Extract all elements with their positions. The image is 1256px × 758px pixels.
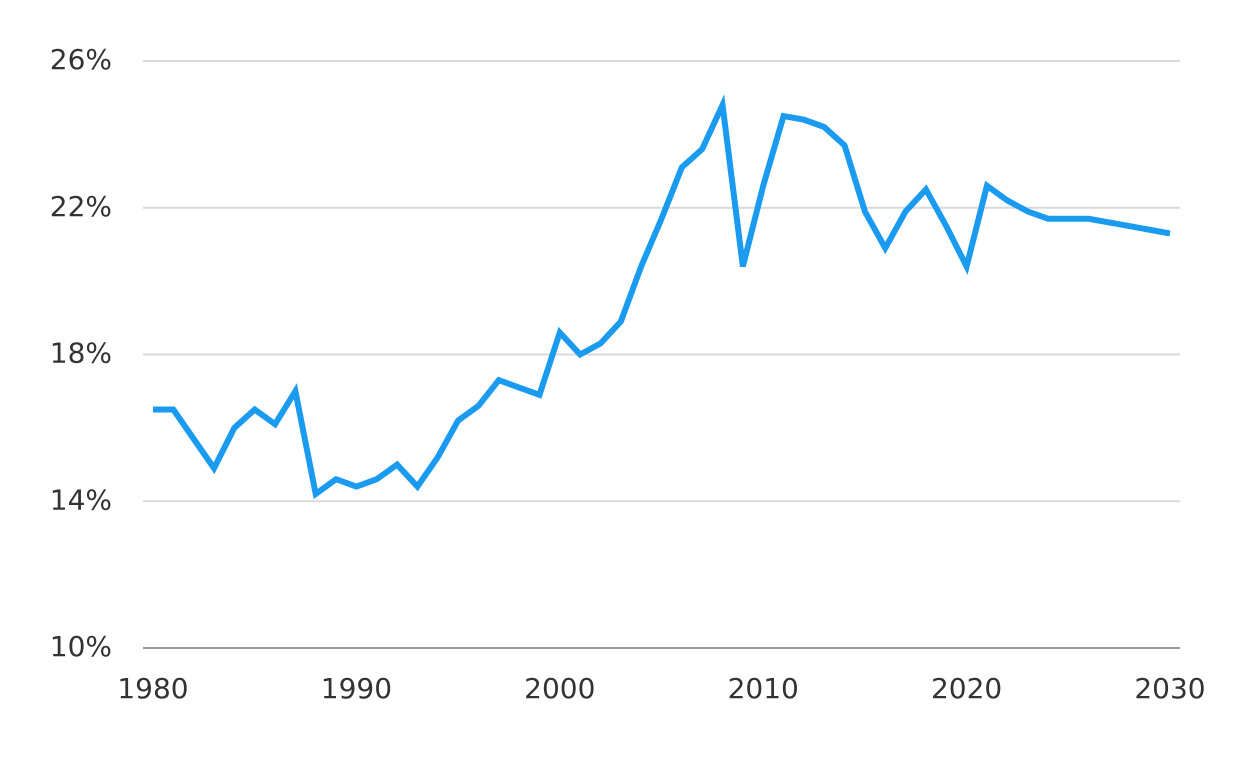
- y-tick-label: 14%: [50, 483, 112, 516]
- data-line: [153, 94, 1171, 500]
- x-tick-label: 1990: [321, 672, 392, 705]
- x-tick-label: 2030: [1134, 672, 1205, 705]
- y-tick-label: 10%: [50, 630, 112, 663]
- x-tick-label: 1980: [117, 672, 188, 705]
- y-tick-label: 26%: [50, 43, 112, 76]
- x-tick-label: 2000: [524, 672, 595, 705]
- y-tick-label: 22%: [50, 190, 112, 223]
- x-tick-label: 2010: [728, 672, 799, 705]
- x-tick-label: 2020: [931, 672, 1002, 705]
- y-tick-label: 18%: [50, 337, 112, 370]
